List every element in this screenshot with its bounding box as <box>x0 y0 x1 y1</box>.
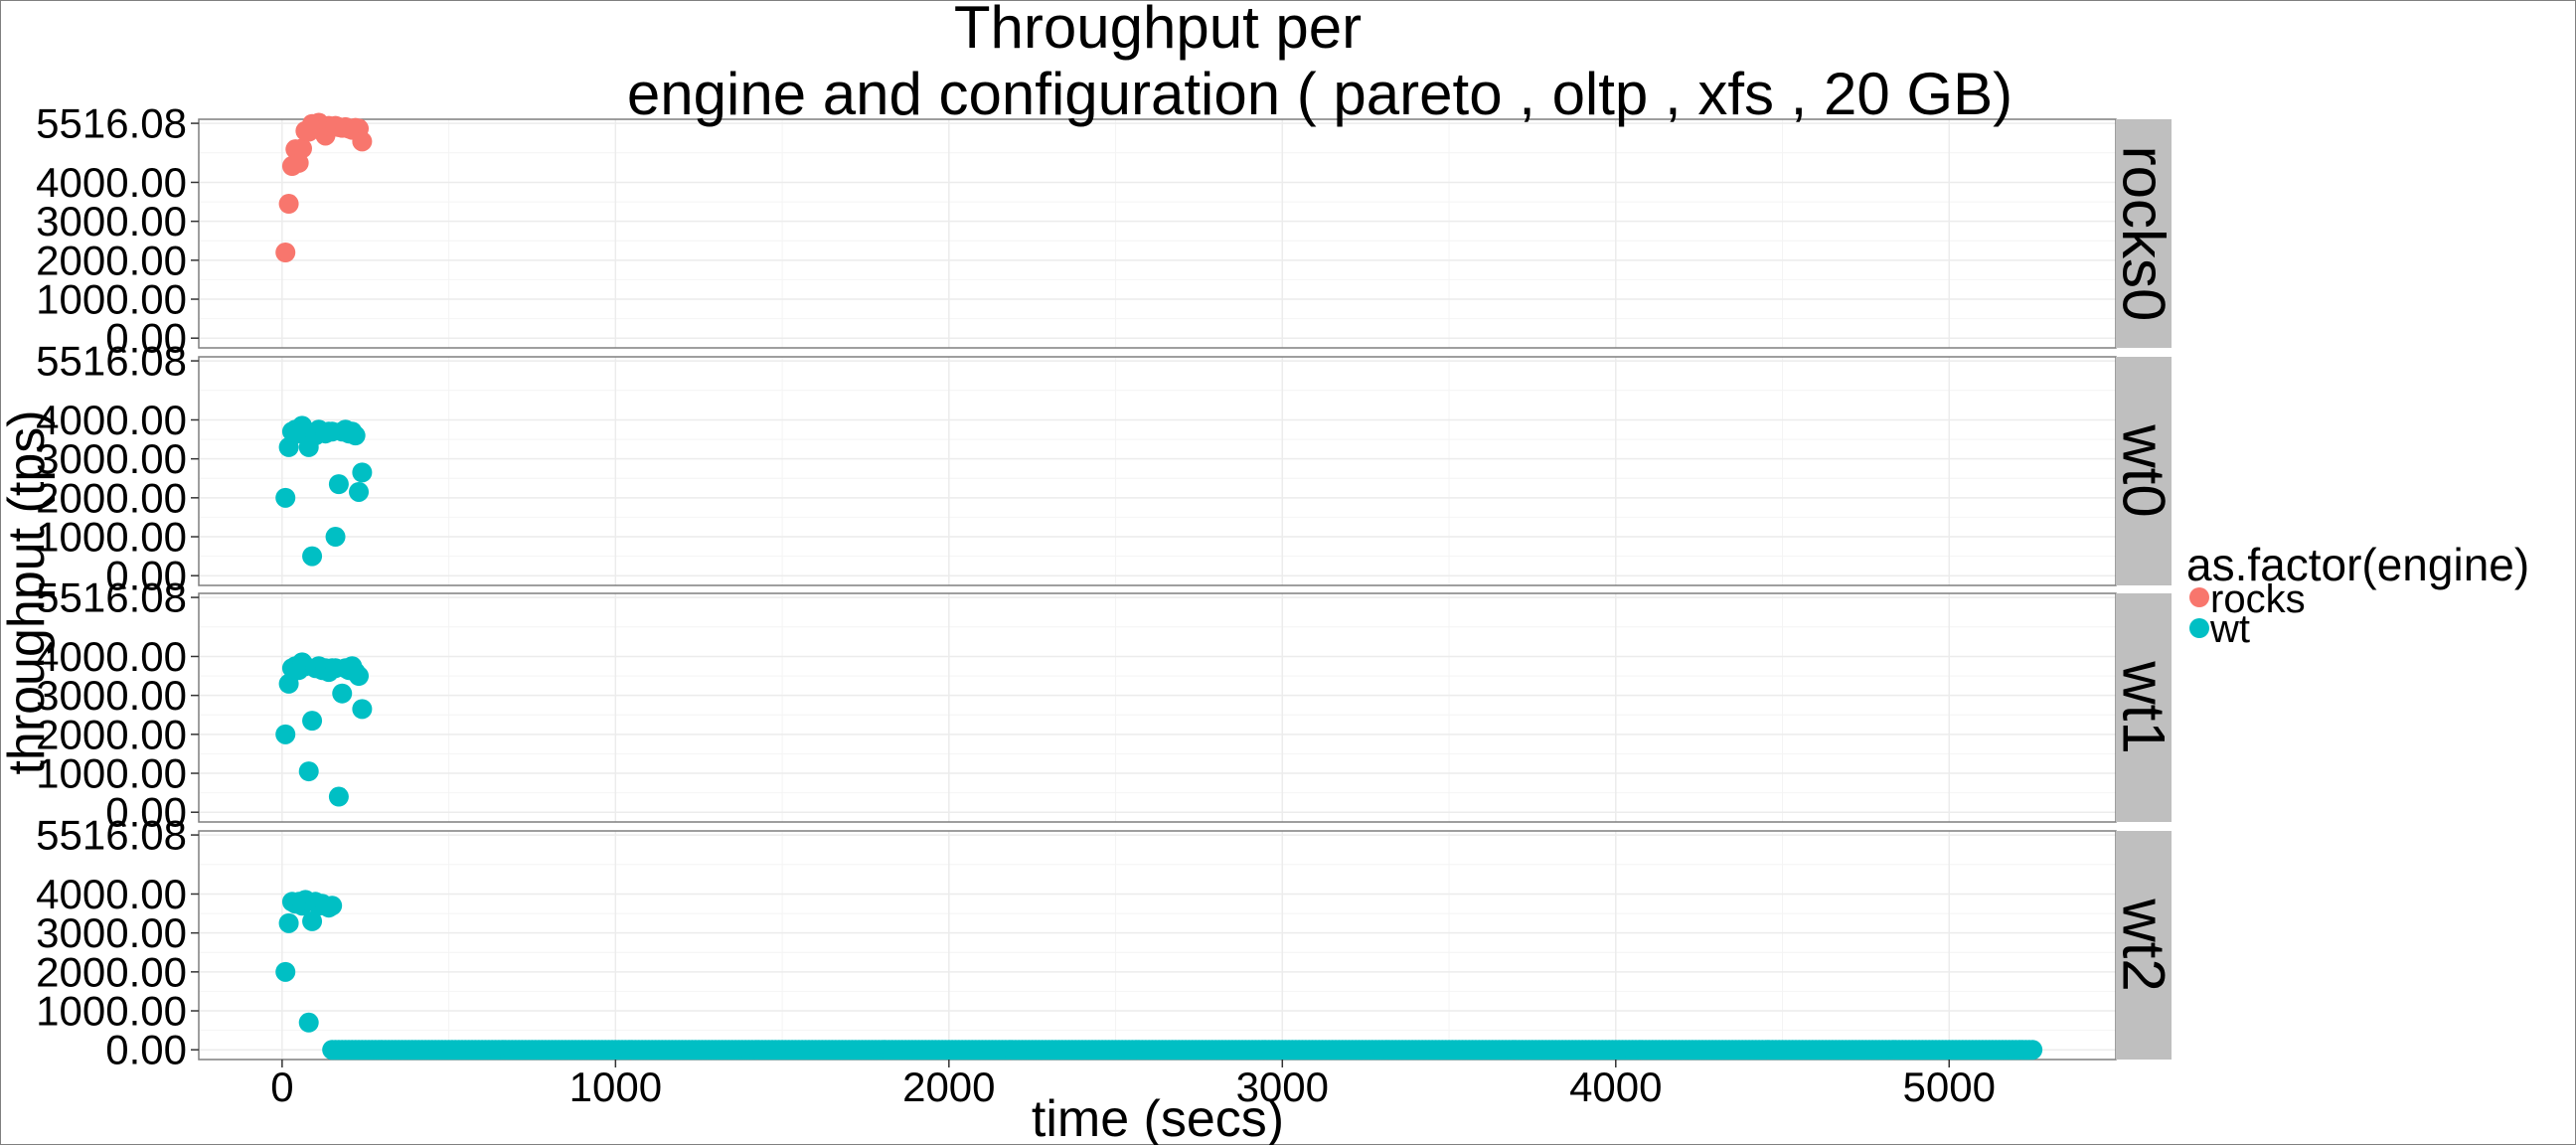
data-point-rocks <box>291 138 312 159</box>
x-tick-label: 4000 <box>1569 1063 1662 1110</box>
x-axis-title: time (secs) <box>1032 1090 1284 1145</box>
legend-label-rocks: rocks <box>2210 577 2306 621</box>
data-point-wt <box>275 961 296 982</box>
facet-strip <box>2116 357 2172 585</box>
y-tick-label: 2000.00 <box>36 948 187 995</box>
y-tick-label: 0.00 <box>105 553 187 599</box>
data-point-wt <box>278 912 299 933</box>
data-point-wt <box>302 546 323 567</box>
y-tick-label: 0.00 <box>105 315 187 362</box>
points-layer <box>275 112 2043 1061</box>
data-point-wt <box>302 910 323 931</box>
facet-strip-label: rocks0 <box>2111 146 2177 322</box>
data-point-wt <box>352 699 373 720</box>
y-tick-label: 1000.00 <box>36 276 187 323</box>
y-tick-label: 4000.00 <box>36 159 187 206</box>
y-tick-label: 4000.00 <box>36 871 187 917</box>
chart-title-line-1: Throughput per <box>954 0 1362 61</box>
data-point-wt <box>349 666 370 687</box>
data-point-wt <box>325 527 346 548</box>
data-point-wt <box>302 711 323 732</box>
y-tick-label: 3000.00 <box>36 672 187 719</box>
y-tick-label: 3000.00 <box>36 435 187 482</box>
data-point-wt <box>298 761 319 782</box>
y-tick-label: 0.00 <box>105 1027 187 1073</box>
panels-layer: rocks0 wt0 wt1 wt2 <box>198 118 2177 1061</box>
x-tick-label: 3000 <box>1236 1063 1329 1110</box>
y-tick-label: 1000.00 <box>36 514 187 561</box>
data-point-wt <box>328 786 349 807</box>
panel-background <box>199 593 2116 822</box>
y-tick-label: 4000.00 <box>36 397 187 443</box>
data-point-wt <box>322 896 343 916</box>
data-point-wt <box>278 673 299 694</box>
data-point-wt <box>298 1012 319 1033</box>
data-point-wt <box>2022 1040 2043 1061</box>
chart-title-line-2: engine and configuration ( pareto , oltp… <box>627 61 2012 127</box>
legend-label-wt: wt <box>2209 607 2250 651</box>
axes-layer: 0.001000.002000.003000.004000.005516.080… <box>36 100 1996 1110</box>
y-tick-label: 5516.08 <box>36 574 187 621</box>
y-tick-label: 2000.00 <box>36 711 187 757</box>
data-point-wt <box>345 425 366 446</box>
data-point-wt <box>332 683 353 704</box>
data-point-wt <box>328 474 349 495</box>
facet-strip <box>2116 831 2172 1060</box>
legend-key-rocks <box>2189 587 2209 607</box>
legend: as.factor(engine) rocks wt <box>2186 539 2529 651</box>
facet-strip-label: wt2 <box>2111 898 2177 991</box>
data-point-wt <box>278 436 299 457</box>
y-tick-label: 2000.00 <box>36 474 187 521</box>
panel-background <box>199 119 2116 348</box>
facet-strip-label: wt1 <box>2111 660 2177 753</box>
y-tick-label: 1000.00 <box>36 988 187 1035</box>
data-point-rocks <box>352 131 373 152</box>
y-tick-label: 3000.00 <box>36 909 187 956</box>
facet-strip <box>2116 119 2172 348</box>
facet-strip <box>2116 593 2172 822</box>
panel-background <box>199 357 2116 585</box>
data-point-wt <box>275 724 296 744</box>
data-point-rocks <box>278 194 299 215</box>
y-axis-title: throughput (tps) <box>0 409 56 774</box>
y-tick-label: 4000.00 <box>36 633 187 680</box>
data-point-wt <box>352 462 373 483</box>
y-tick-label: 5516.08 <box>36 812 187 859</box>
x-tick-label: 2000 <box>902 1063 995 1110</box>
data-point-rocks <box>275 243 296 263</box>
y-tick-label: 2000.00 <box>36 237 187 283</box>
y-tick-label: 1000.00 <box>36 750 187 797</box>
y-tick-label: 0.00 <box>105 789 187 836</box>
y-tick-label: 3000.00 <box>36 198 187 245</box>
x-tick-label: 0 <box>270 1063 293 1110</box>
data-point-wt <box>275 487 296 508</box>
legend-title: as.factor(engine) <box>2186 539 2529 590</box>
legend-key-wt <box>2189 618 2209 638</box>
panel-background <box>199 831 2116 1060</box>
y-tick-label: 5516.08 <box>36 100 187 147</box>
x-tick-label: 5000 <box>1903 1063 1996 1110</box>
y-tick-label: 5516.08 <box>36 338 187 385</box>
x-tick-label: 1000 <box>569 1063 662 1110</box>
facet-strip-label: wt0 <box>2111 423 2177 517</box>
data-point-wt <box>349 481 370 502</box>
